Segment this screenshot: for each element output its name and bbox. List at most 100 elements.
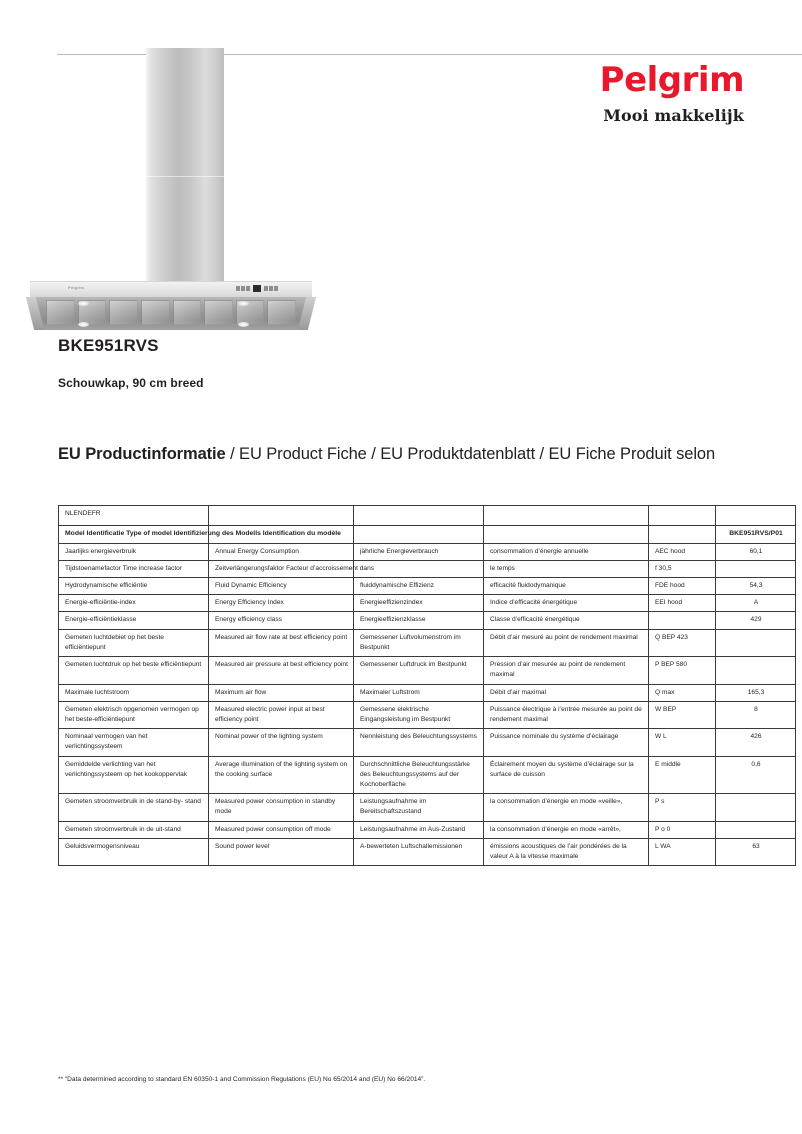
table-row: Maximale luchtstroom Maximum air flow Ma… — [58, 683, 796, 702]
spec-label-nl: Gemiddelde verlichting van het verlichti… — [58, 755, 209, 795]
spec-label-fr: la consommation d’énergie en mode «arrêt… — [483, 820, 649, 839]
empty-cell — [208, 505, 354, 526]
hood-lamp-icon — [238, 301, 249, 306]
table-row-model-identification: Model Identificatie Type of model Identi… — [58, 525, 796, 544]
table-row: Nominaal vermogen van het verlichtingssy… — [58, 728, 796, 757]
spec-value — [715, 628, 796, 658]
spec-label-nl: Gemeten stroomverbruik in de stand-by- s… — [58, 793, 209, 822]
control-button-icon — [241, 286, 245, 291]
spec-label-en: Maximum air flow — [208, 683, 354, 702]
spec-label-fr: Débit d’air mesuré au point de rendement… — [483, 628, 649, 658]
spec-label-en: Measured air pressure at best efficiency… — [208, 656, 354, 685]
spec-label-nl: Jaarlijks energieverbruik — [58, 542, 209, 561]
product-model-title: BKE951RVS — [58, 336, 159, 355]
spec-label-en: Energy Efficiency Index — [208, 594, 354, 613]
brand-name: Pelgrim — [599, 60, 745, 100]
spec-unit: EEI hood — [648, 594, 716, 613]
filter-panel — [109, 300, 138, 325]
hood-chimney-seam — [146, 176, 224, 177]
spec-label-nl: Gemeten luchtdruk op het beste efficiënt… — [58, 656, 209, 685]
product-image: Pelgrim — [20, 48, 320, 330]
spec-label-fr: Puissance nominale du système d’éclairag… — [483, 728, 649, 757]
section-heading: EU Productinformatie / EU Product Fiche … — [58, 445, 715, 464]
table-row: Gemeten luchtdruk op het beste efficiënt… — [58, 656, 796, 685]
spec-label-en: Measured electric power input at best ef… — [208, 700, 354, 730]
spec-label-nl: Maximale luchtstroom — [58, 683, 209, 702]
hood-grease-filters — [46, 300, 296, 325]
spec-label-en: Measured air flow rate at best efficienc… — [208, 628, 354, 658]
spec-value — [715, 793, 796, 822]
spec-unit: f 30,5 — [648, 559, 716, 578]
filter-panel — [204, 300, 233, 325]
spec-label-de: jährliche Energieverbrauch — [353, 542, 484, 561]
spec-label-de: Maximaler Luftstrom — [353, 683, 484, 702]
spec-label-en: Measured power consumption off mode — [208, 820, 354, 839]
hood-lamp-icon — [238, 322, 249, 327]
control-button-icon — [236, 286, 240, 291]
spec-label-nl: Energie-efficiëntie-index — [58, 594, 209, 613]
spec-unit: L WA — [648, 837, 716, 867]
spec-label-nl: Gemeten elektrisch opgenomen vermogen op… — [58, 700, 209, 730]
empty-cell — [715, 505, 796, 526]
control-button-icon — [274, 286, 278, 291]
control-button-icon — [264, 286, 268, 291]
spec-unit: W L — [648, 728, 716, 757]
spec-value — [715, 656, 796, 685]
spec-unit: Q BEP 423 — [648, 628, 716, 658]
hood-chimney — [146, 48, 224, 283]
empty-cell — [648, 505, 716, 526]
spec-label-de: Gemessener Luftdruck im Bestpunkt — [353, 656, 484, 685]
empty-cell — [353, 505, 484, 526]
spec-label-fr: la consommation d’énergie en mode «veill… — [483, 793, 649, 822]
hood-control-panel — [236, 285, 285, 292]
empty-cell — [648, 525, 716, 544]
hood-lamp-icon — [78, 322, 89, 327]
empty-cell — [353, 525, 484, 544]
spec-label-en: Average illumination of the lighting sys… — [208, 755, 354, 795]
spec-label-fr: consommation d’énergie annuelle — [483, 542, 649, 561]
spec-label-fr: Classe d’efficacité énergétique — [483, 611, 649, 630]
lang-header-cell: NLENDEFR — [58, 505, 209, 526]
table-row: Tijdstoenamefactor Time increase factor … — [58, 559, 796, 578]
spec-unit: FDE hood — [648, 576, 716, 596]
section-heading-rest: / EU Product Fiche / EU Produktdatenblat… — [225, 445, 716, 463]
spec-label-en: Fluid Dynamic Efficiency — [208, 576, 354, 596]
spec-label-en: Annual Energy Consumption — [208, 542, 354, 561]
model-code-value: BKE951RVS/P01 — [715, 525, 796, 544]
table-row: Gemiddelde verlichting van het verlichti… — [58, 755, 796, 795]
spec-label-fr: efficacité fluidodymanique — [483, 576, 649, 596]
table-row: Hydrodynamische efficiëntie Fluid Dynami… — [58, 576, 796, 596]
empty-cell — [483, 505, 649, 526]
spec-label-en: Measured power consumption in standby mo… — [208, 793, 354, 822]
spec-value: 165,3 — [715, 683, 796, 702]
spec-label-de: Energieeffizienzklasse — [353, 611, 484, 630]
table-row: Energie-efficiëntieklasse Energy efficie… — [58, 611, 796, 630]
spec-unit: P o 0 — [648, 820, 716, 839]
spec-value: 54,3 — [715, 576, 796, 596]
control-button-icon — [246, 286, 250, 291]
spec-label-nl: Gemeten stroomverbruik in de uit-stand — [58, 820, 209, 839]
spec-value: 63 — [715, 837, 796, 867]
header-divider — [57, 54, 802, 55]
spec-value: 8 — [715, 700, 796, 730]
spec-unit: P s — [648, 793, 716, 822]
spec-label-en: Nominal power of the lighting system — [208, 728, 354, 757]
spec-label-de: Gemessene elektrische Eingangsleistung i… — [353, 700, 484, 730]
control-button-icon — [269, 286, 273, 291]
control-display-icon — [253, 285, 261, 292]
product-spec-table: NLENDEFR Model Identificatie Type of mod… — [58, 505, 796, 867]
spec-label-fr: Pression d’air mesurée au point de rende… — [483, 656, 649, 685]
filter-panel — [267, 300, 296, 325]
spec-label-de: Nennleistung des Beleuchtungssystems — [353, 728, 484, 757]
spec-value: 429 — [715, 611, 796, 630]
spec-value: A — [715, 594, 796, 613]
table-row-languages: NLENDEFR — [58, 505, 796, 526]
spec-label-de: Gemessener Luftvolumenstrom im Bestpunkt — [353, 628, 484, 658]
spec-label-fr: Débit d’air maximal — [483, 683, 649, 702]
filter-panel — [140, 300, 170, 325]
empty-cell — [483, 525, 649, 544]
spec-label-fr: Indice d’efficacité énergétique — [483, 594, 649, 613]
spec-value: 426 — [715, 728, 796, 757]
spec-value — [715, 559, 796, 578]
spec-label-nl: Hydrodynamische efficiëntie — [58, 576, 209, 596]
